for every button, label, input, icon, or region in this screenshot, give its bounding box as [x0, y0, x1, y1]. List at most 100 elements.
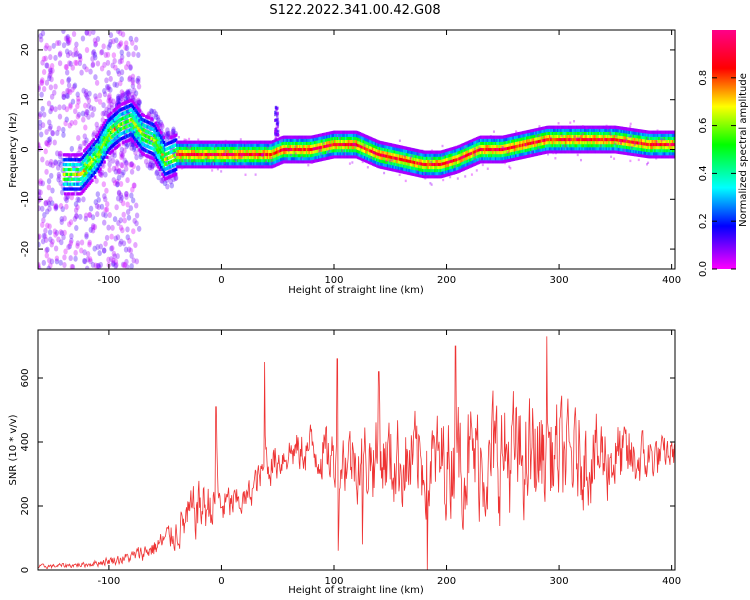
spectrogram-cell — [651, 142, 655, 147]
spectrogram-cell — [270, 146, 274, 150]
spectrogram-cell — [118, 109, 121, 113]
spectrogram-cell — [347, 152, 351, 156]
spectrogram-cell — [463, 142, 467, 146]
spectrogram-cell — [389, 155, 393, 159]
spectrogram-cell — [70, 167, 74, 172]
spectrogram-cell — [447, 148, 451, 152]
spectrogram-cell — [528, 138, 532, 143]
spectrogram-cell — [80, 35, 86, 42]
spectrogram-cell — [261, 146, 264, 150]
spectrogram-cell — [569, 131, 572, 136]
spectrogram-cell — [92, 138, 95, 142]
spectrogram-cell — [76, 182, 79, 186]
spectrogram-cell — [566, 134, 570, 139]
spectrogram-cell — [569, 147, 572, 151]
spectrogram-cell — [447, 172, 451, 176]
spectrogram-cell — [588, 131, 591, 136]
spectrogram-cell — [444, 155, 448, 159]
spectrogram-cell — [342, 149, 345, 153]
spectrogram-cell — [605, 150, 609, 154]
spectrogram-cell — [593, 147, 597, 151]
spectrogram-cell — [659, 139, 663, 144]
spectrogram-cell — [377, 161, 380, 166]
spectrogram-cell — [142, 118, 145, 122]
spectrogram-cell — [304, 157, 308, 161]
spectrogram-cell — [463, 151, 467, 155]
spectrogram-cell — [142, 128, 145, 132]
spectrogram-cell — [446, 173, 449, 177]
spectrogram-cell — [556, 144, 560, 148]
spectrogram-cell — [170, 154, 174, 159]
spectrogram-cell — [481, 160, 484, 164]
spectrogram-cell — [633, 131, 637, 135]
spectrogram-cell — [362, 149, 366, 153]
spectrogram-cell — [457, 157, 460, 161]
spectrogram-cell — [497, 135, 501, 139]
spectrogram-cell — [204, 149, 208, 154]
spectrogram-cell — [261, 155, 264, 160]
spectrogram-cell — [384, 157, 387, 161]
spectrogram-cell — [49, 258, 55, 265]
spectrogram-cell — [70, 158, 74, 162]
spectrogram-cell — [667, 155, 671, 159]
spectrogram-cell — [444, 173, 448, 177]
spectrogram-cell — [41, 232, 47, 239]
spectrogram-cell — [222, 155, 225, 160]
spectrogram-cell — [559, 141, 563, 145]
spectrogram-cell — [153, 138, 156, 142]
spectrogram-cell — [213, 140, 217, 144]
spectrogram-cell — [616, 129, 620, 133]
spectrogram-cell — [112, 118, 116, 123]
spectrogram-cell — [471, 141, 475, 146]
spectrogram-cell — [245, 146, 248, 150]
spectrogram-cell — [64, 192, 67, 196]
spectrogram-cell — [321, 133, 325, 137]
spectrogram-cell — [521, 149, 525, 153]
spectrogram-cell — [604, 134, 607, 139]
spectrogram-cell — [596, 147, 599, 151]
spectrogram-cell — [512, 151, 516, 155]
spectrogram-cell — [421, 153, 425, 157]
spectrogram-cell — [423, 150, 426, 154]
spectrogram-cell — [303, 150, 306, 155]
spectrogram-cell — [646, 139, 649, 143]
spectrogram-cell — [554, 134, 557, 139]
spectrogram-cell — [130, 197, 136, 204]
spectrogram-cell — [81, 165, 85, 169]
spectrogram-cell — [639, 141, 642, 145]
spectrogram-cell — [570, 150, 574, 154]
spectrogram-cell — [158, 138, 162, 142]
spectrogram-cell — [611, 137, 614, 142]
spectrogram-cell — [601, 125, 605, 129]
spectrogram-cell — [654, 130, 657, 134]
spectrogram-cell — [481, 147, 484, 152]
spectrogram-cell — [126, 139, 129, 143]
spectrogram-cell — [100, 126, 104, 130]
spectrogram-cell — [493, 144, 497, 149]
spectrogram-cell — [103, 150, 106, 154]
spectrogram-cell — [273, 145, 276, 149]
spectrogram-cell — [466, 147, 470, 151]
spectrogram-cell — [192, 149, 195, 154]
spectrogram-cell — [44, 247, 49, 254]
spectrogram-cell — [409, 163, 413, 167]
spectrogram-cell — [234, 162, 237, 166]
spectrogram-cell — [116, 43, 121, 50]
spectrogram-cell — [171, 126, 176, 133]
spectrogram-cell — [196, 152, 199, 157]
spectrogram-cell — [251, 146, 255, 150]
spectrogram-cell — [658, 136, 661, 140]
spectrogram-cell — [551, 134, 555, 139]
spectrogram-cell — [346, 155, 349, 159]
spectrogram-cell — [407, 162, 410, 166]
spectrogram-cell — [561, 147, 564, 151]
spectrogram-cell — [347, 145, 351, 150]
spectrogram-cell — [96, 157, 100, 161]
spectrogram-cell — [74, 182, 78, 186]
spectrogram-cell — [551, 150, 555, 154]
spectrogram-cell — [212, 159, 216, 163]
spectrogram-cell — [635, 150, 638, 154]
spectrogram-cell — [130, 141, 136, 148]
spectrogram-cell — [665, 149, 668, 153]
spectrogram-cell — [542, 129, 545, 133]
